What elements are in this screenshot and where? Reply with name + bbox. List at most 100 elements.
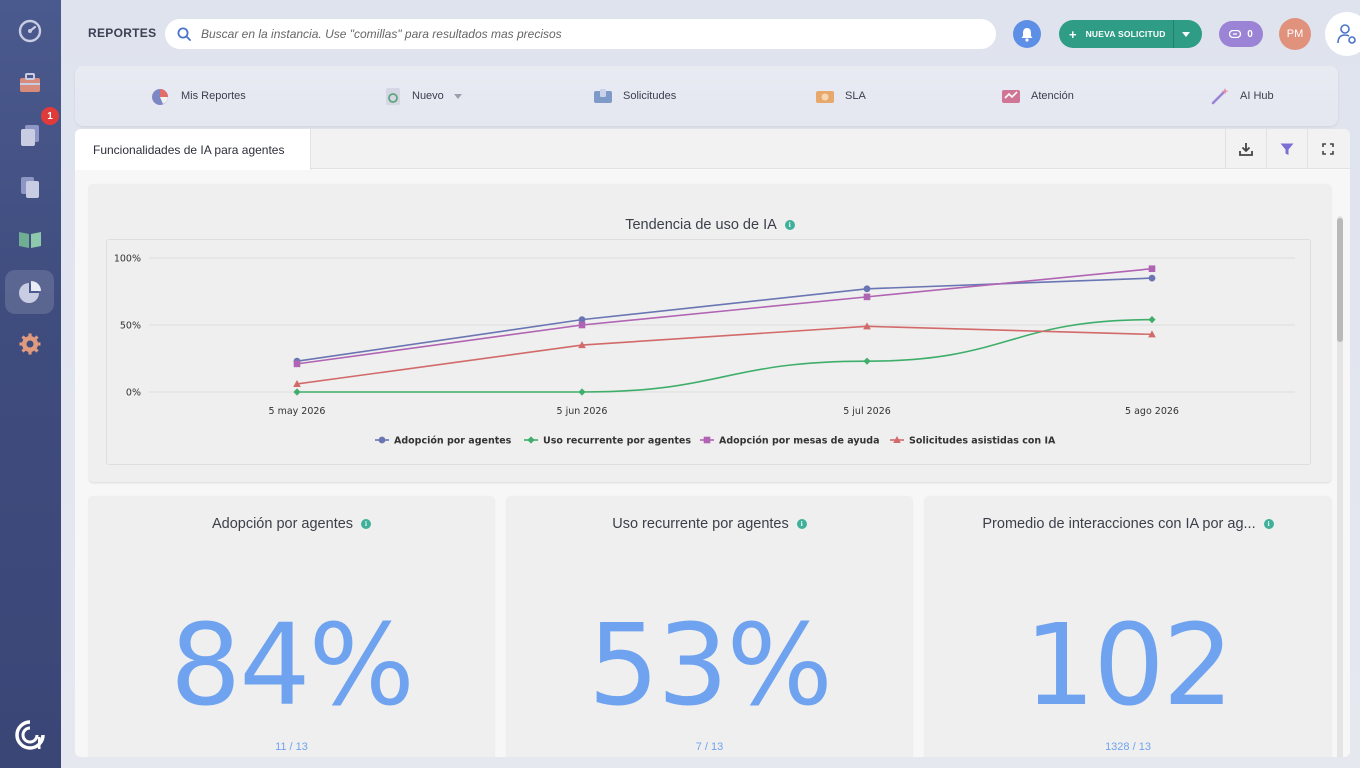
requests-icon xyxy=(594,89,612,103)
kpi-title: Uso recurrente por agentes xyxy=(612,516,789,532)
x-tick-label: 5 jun 2026 xyxy=(557,406,608,417)
attention-icon xyxy=(1002,90,1020,103)
page-section-title: REPORTES xyxy=(88,26,157,40)
kpi-subvalue: 1328 / 13 xyxy=(1105,741,1151,753)
top-bar: REPORTES + NUEVA SOLICITUD 0 PM xyxy=(61,0,1360,66)
kpi-value: 53% xyxy=(588,601,833,731)
trend-chart-title: Tendencia de uso de IA xyxy=(625,217,777,233)
knowledge-book-icon xyxy=(18,232,41,248)
chart-area: 0% 50% 100% 5 may 2026 5 jun 2026 5 jul 2026 5… xyxy=(106,239,1311,465)
nav-item-label: Atención xyxy=(1031,90,1074,102)
kpi-value: 84% xyxy=(170,601,415,731)
kpi-subvalue: 11 / 13 xyxy=(275,741,308,753)
data-point xyxy=(578,321,586,329)
nav-item-new[interactable]: Nuevo xyxy=(384,86,462,106)
sidebar-item-copies[interactable] xyxy=(5,165,54,209)
report-panel: Funcionalidades de IA para agentes Tende… xyxy=(75,129,1350,757)
search-bar[interactable] xyxy=(165,19,996,49)
sidebar-item-settings[interactable] xyxy=(5,322,54,366)
nav-item-label: Mis Reportes xyxy=(181,90,246,102)
download-button[interactable] xyxy=(1225,129,1266,169)
legend-label: Uso recurrente por agentes xyxy=(543,436,691,447)
data-point xyxy=(578,341,586,349)
data-point xyxy=(1148,265,1156,273)
info-icon[interactable]: i xyxy=(361,519,372,529)
data-point xyxy=(293,379,301,387)
nav-item-label: Solicitudes xyxy=(623,90,677,102)
sidebar-item-reports[interactable] xyxy=(5,270,54,314)
sla-icon xyxy=(816,91,834,103)
nav-item-label: Nuevo xyxy=(412,90,444,102)
chevron-down-icon[interactable] xyxy=(1181,31,1191,38)
user-avatar[interactable]: PM xyxy=(1279,18,1311,50)
requests-documents-icon xyxy=(20,125,39,146)
nav-item-ai-hub[interactable]: AI Hub xyxy=(1210,86,1274,106)
filter-icon xyxy=(1280,143,1294,155)
download-icon xyxy=(1239,143,1253,156)
ai-hub-wand-icon xyxy=(1211,88,1229,105)
legend-label: Adopción por mesas de ayuda xyxy=(719,436,880,447)
chevron-down-icon xyxy=(453,93,462,99)
fullscreen-button[interactable] xyxy=(1307,129,1348,169)
data-point xyxy=(1148,274,1156,282)
content-scrollbar[interactable] xyxy=(1337,216,1343,757)
nav-item-label: AI Hub xyxy=(1240,90,1274,102)
dashboard-gauge-icon xyxy=(18,19,41,43)
kpi-subvalue: 7 / 13 xyxy=(695,741,724,753)
ticket-icon xyxy=(1229,30,1242,38)
data-point xyxy=(863,357,871,365)
user-settings-button[interactable] xyxy=(1325,12,1360,56)
legend-marker xyxy=(378,436,386,444)
trend-chart-card: Tendencia de uso de IA i 0% 50% 100% 5 may … xyxy=(89,184,1331,482)
settings-gear-icon xyxy=(19,333,40,355)
notifications-button[interactable] xyxy=(1013,20,1041,48)
new-request-button[interactable]: + NUEVA SOLICITUD xyxy=(1059,20,1202,48)
info-icon[interactable]: i xyxy=(796,519,807,529)
x-tick-label: 5 ago 2026 xyxy=(1125,406,1179,417)
legend-label: Solicitudes asistidas con IA xyxy=(909,436,1056,447)
kpi-card-agent-adoption: Adopción por agentes i 84% 11 / 13 xyxy=(89,496,494,757)
sidebar-item-requests[interactable]: 1 xyxy=(5,107,59,157)
report-tab-strip: Funcionalidades de IA para agentes xyxy=(75,129,1350,170)
x-tick-label: 5 jul 2026 xyxy=(843,406,891,417)
credits-count: 0 xyxy=(1247,28,1253,40)
kpi-value: 102 xyxy=(1024,601,1234,731)
kpi-card-recurring-use: Uso recurrente por agentes i 53% 7 / 13 xyxy=(507,496,912,757)
series-line xyxy=(296,277,1153,362)
notification-badge: 1 xyxy=(41,107,59,125)
scrollbar-thumb[interactable] xyxy=(1337,218,1343,342)
brand-logo-icon xyxy=(14,720,45,750)
sidebar-item-projects[interactable] xyxy=(5,61,54,105)
sidebar-item-dashboard[interactable] xyxy=(5,9,54,53)
legend-marker xyxy=(703,436,711,444)
new-report-icon xyxy=(386,88,400,105)
data-point xyxy=(578,316,586,324)
reports-pie-chart-icon xyxy=(18,281,41,303)
tab-ai-features[interactable]: Funcionalidades de IA para agentes xyxy=(75,129,311,170)
kpi-title: Promedio de interacciones con IA por ag.… xyxy=(982,516,1256,532)
search-input[interactable] xyxy=(201,27,981,41)
credits-counter[interactable]: 0 xyxy=(1219,21,1263,47)
sidebar-item-knowledge[interactable] xyxy=(5,217,54,261)
trend-line-chart: 0% 50% 100% 5 may 2026 5 jun 2026 5 jul 2026 5… xyxy=(114,254,1295,447)
nav-item-my-reports[interactable]: Mis Reportes xyxy=(151,86,246,106)
legend-label: Adopción por agentes xyxy=(394,436,512,447)
data-point xyxy=(1148,316,1156,324)
kpi-title-row: Uso recurrente por agentes i xyxy=(507,516,912,532)
new-request-label: NUEVA SOLICITUD xyxy=(1085,29,1166,39)
nav-item-sla[interactable]: SLA xyxy=(815,86,866,106)
kpi-title: Adopción por agentes xyxy=(211,516,354,532)
kpi-title-row: Adopción por agentes i xyxy=(89,516,494,532)
info-icon[interactable]: i xyxy=(1263,519,1274,529)
y-tick-label: 50% xyxy=(120,321,141,332)
data-point xyxy=(1148,330,1156,338)
info-icon[interactable]: i xyxy=(784,220,795,230)
kpi-title-row: Promedio de interacciones con IA por ag.… xyxy=(925,516,1331,532)
nav-item-attention[interactable]: Atención xyxy=(1001,86,1074,106)
filter-button[interactable] xyxy=(1266,129,1307,169)
series-line xyxy=(296,318,1153,393)
search-icon xyxy=(177,27,191,41)
sidebar-brand-logo xyxy=(5,713,54,757)
nav-item-requests[interactable]: Solicitudes xyxy=(593,86,676,106)
my-reports-icon xyxy=(152,89,168,105)
